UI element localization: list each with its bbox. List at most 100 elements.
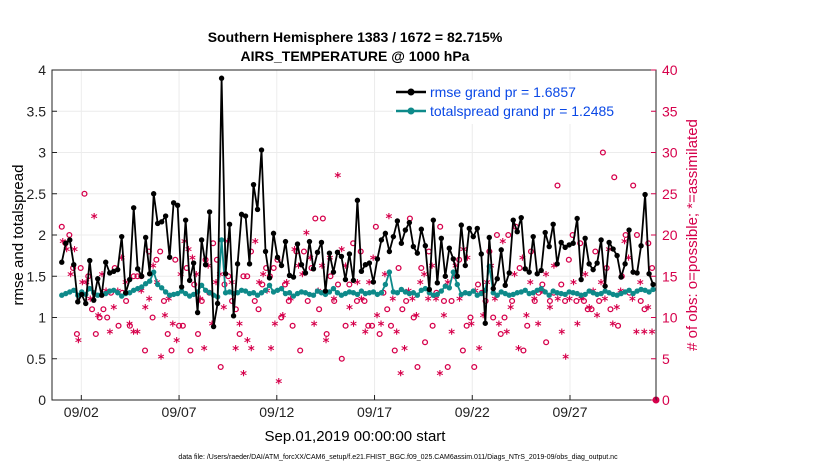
obs-possible-marker [361, 297, 368, 305]
obs-assimilated-marker: * [299, 270, 306, 285]
totalspread-point [138, 284, 145, 290]
totalspread-point [394, 290, 401, 296]
totalspread-point [182, 290, 189, 297]
obs-assimilated-marker: * [350, 319, 357, 334]
chart-subtitle: AIRS_TEMPERATURE @ 1000 hPa [241, 48, 470, 64]
obs-possible-marker [543, 339, 550, 346]
obs-assimilated-marker: * [346, 303, 353, 318]
rmse-point [402, 227, 409, 233]
obs-assimilated-marker: * [492, 295, 499, 310]
obs-assimilated-marker: * [354, 278, 361, 293]
totalspread-point [494, 292, 500, 298]
obs-assimilated-marker: * [527, 278, 534, 293]
totalspread-point [242, 288, 249, 294]
obs-possible-marker [607, 306, 614, 313]
x-axis-label: Sep.01,2019 00:00:00 start [265, 428, 447, 445]
obs-possible-marker [414, 363, 421, 371]
obs-assimilated-marker: * [574, 319, 581, 334]
totalspread-point [266, 282, 273, 289]
rmse-point [478, 251, 484, 257]
obs-assimilated-marker: * [503, 328, 510, 343]
obs-assimilated-marker: * [389, 295, 396, 310]
totalspread-point [115, 290, 121, 296]
obs-assimilated-marker: * [118, 253, 125, 268]
totalspread-point [354, 291, 361, 298]
totalspread-point [386, 269, 393, 275]
rmse-point [206, 209, 213, 215]
rmse-point [230, 313, 237, 319]
rmse-point [67, 237, 73, 243]
obs-assimilated-marker: * [91, 212, 98, 227]
obs-possible-marker [372, 223, 379, 230]
rmse-point [438, 235, 445, 241]
totalspread-point [174, 290, 181, 297]
rmse-point [79, 291, 85, 298]
rmse-point [63, 240, 69, 246]
rmse-point [650, 281, 656, 288]
obs-assimilated-marker: * [130, 328, 137, 343]
rmse-point [294, 241, 301, 247]
obs-possible-marker [384, 306, 391, 313]
rmse-point [634, 270, 640, 276]
obs-assimilated-marker: * [554, 295, 561, 310]
totalspread-point [202, 287, 209, 293]
rmse-point [430, 217, 437, 223]
rmse-point [414, 250, 421, 256]
totalspread-point [414, 292, 421, 298]
obs-possible-marker [77, 264, 84, 272]
rmse-point [458, 222, 464, 228]
rmse-point [87, 257, 93, 264]
obs-assimilated-marker: * [205, 262, 212, 277]
obs-assimilated-marker: * [217, 270, 224, 285]
rmse-point [310, 266, 317, 272]
rmse-point [610, 246, 616, 252]
obs-assimilated-marker: * [201, 344, 208, 359]
obs-possible-marker [365, 322, 372, 329]
rmse-point [318, 239, 325, 246]
obs-assimilated-marker: * [169, 319, 176, 334]
y-axis-left: 0 0.5 1 1.5 2 2.5 3 3.5 4 [27, 62, 57, 408]
totalspread-point [358, 288, 365, 294]
obs-assimilated-marker: * [287, 295, 294, 310]
obs-possible-marker [126, 322, 133, 329]
obs-possible-marker [418, 264, 425, 272]
obs-possible-marker [531, 297, 538, 305]
obs-assimilated-marker: * [637, 278, 644, 293]
obs-assimilated-marker: * [59, 237, 66, 252]
obs-assimilated-marker: * [260, 270, 267, 285]
rmse-point [390, 233, 397, 240]
obs-possible-marker [240, 273, 247, 280]
obs-assimilated-marker: * [385, 212, 392, 227]
rmse-point [462, 262, 468, 269]
x-axis: 09/02 09/07 09/12 09/17 09/22 09/27 [64, 395, 588, 420]
totalspread-point [146, 278, 153, 284]
obs-assimilated-marker: * [629, 295, 636, 310]
obs-possible-marker [584, 306, 591, 313]
rmse-point [466, 225, 472, 232]
rmse-point [590, 266, 596, 273]
rmse-point [574, 215, 580, 222]
obs-possible-marker [592, 248, 599, 255]
rmse-point [554, 261, 560, 267]
obs-assimilated-marker: * [464, 253, 471, 268]
totalspread-point [278, 285, 285, 292]
obs-assimilated-marker: * [311, 319, 318, 334]
obs-assimilated-marker: * [95, 311, 102, 326]
rmse-point [226, 221, 233, 227]
obs-assimilated-marker: * [358, 295, 365, 310]
obs-possible-marker [546, 297, 553, 305]
obs-possible-marker [520, 347, 527, 354]
rmse-point [194, 309, 201, 316]
rmse-point [618, 274, 624, 280]
rmse-point [146, 271, 153, 277]
totalspread-point [378, 290, 385, 296]
rmse-point [342, 276, 349, 283]
obs-assimilated-marker: * [83, 278, 90, 293]
rmse-point [162, 213, 169, 219]
obs-assimilated-marker: * [586, 303, 593, 318]
obs-assimilated-marker: * [232, 344, 239, 359]
rmse-point [83, 300, 89, 307]
y-tick-label: 0.5 [27, 351, 47, 367]
obs-assimilated-marker: * [75, 336, 82, 351]
obs-assimilated-marker: * [511, 270, 518, 285]
